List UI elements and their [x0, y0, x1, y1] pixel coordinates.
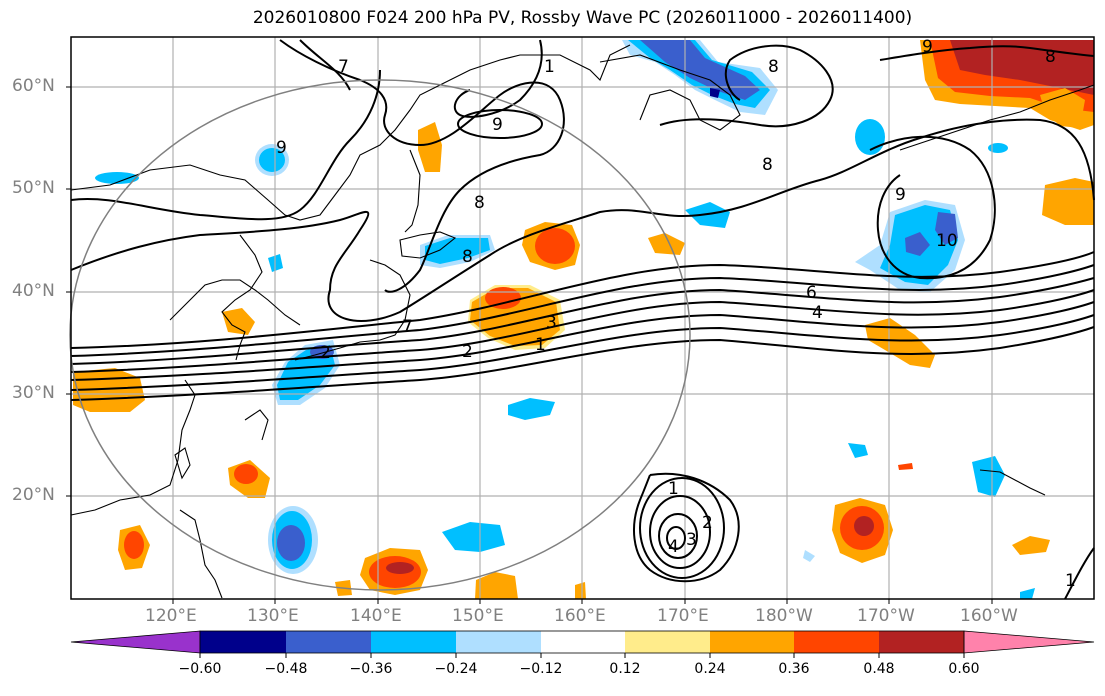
region-circle — [69, 79, 691, 591]
colorbar-segment — [794, 631, 879, 653]
colorbar-tick-label: −0.36 — [349, 661, 393, 677]
colorbar-tick-label: −0.24 — [434, 661, 478, 677]
colorbar-extend-low — [70, 630, 201, 654]
colorbar-segment — [625, 631, 710, 653]
contour-label-group: 7 1 9 8 9 8 8 9 8 8 6 4 7 3 2 1 2 9 10 1… — [276, 37, 1076, 591]
lon-label: 170°W — [857, 606, 915, 626]
contour-label: 4 — [668, 537, 679, 557]
pv-contours — [70, 39, 1095, 600]
contour-label: 9 — [922, 37, 933, 57]
contour-label: 8 — [1045, 47, 1056, 67]
negative-anomaly-shading — [95, 40, 1035, 599]
lon-label: 160°W — [960, 606, 1018, 626]
chart-title: 2026010800 F024 200 hPa PV, Rossby Wave … — [252, 8, 913, 28]
colorbar-segment — [456, 631, 541, 653]
lon-label: 180°W — [755, 606, 813, 626]
lon-label: 120°E — [145, 606, 197, 626]
colorbar-segment — [541, 631, 625, 653]
contour-label: 9 — [895, 185, 906, 205]
coastlines — [70, 44, 1095, 599]
positive-anomaly-shading — [73, 40, 1094, 599]
contour-label: 8 — [474, 193, 485, 213]
lat-label: 50°N — [12, 178, 55, 198]
colorbar-extend-high — [963, 630, 1095, 654]
contour-label: 4 — [812, 303, 823, 323]
contour-label: 3 — [546, 313, 557, 333]
contour-label: 2 — [320, 343, 331, 363]
colorbar-tick-label: −0.48 — [264, 661, 308, 677]
colorbar-tick-label: −0.60 — [178, 661, 222, 677]
lon-label: 170°E — [657, 606, 709, 626]
contour-label: 9 — [492, 115, 503, 135]
lon-label: 150°E — [452, 606, 504, 626]
colorbar — [70, 630, 1095, 658]
contour-label: 1 — [544, 57, 555, 77]
colorbar-tick-label: 0.48 — [863, 661, 895, 677]
contour-label: 2 — [702, 513, 713, 533]
lon-label: 160°E — [554, 606, 606, 626]
colorbar-segment — [286, 631, 371, 653]
contour-label: 1 — [535, 335, 546, 355]
contour-label: 6 — [806, 283, 817, 303]
colorbar-segment — [200, 631, 286, 653]
lon-ticks — [172, 599, 993, 604]
colorbar-tick-label: −0.12 — [519, 661, 563, 677]
colorbar-tick-label: 0.36 — [778, 661, 810, 677]
colorbar-segment — [879, 631, 964, 653]
lat-label: 40°N — [12, 281, 55, 301]
lon-label: 130°E — [247, 606, 299, 626]
colorbar-tick-label: 0.60 — [948, 661, 980, 677]
contour-label: 7 — [338, 57, 349, 77]
contour-label: 7 — [402, 317, 413, 337]
lat-label: 30°N — [12, 383, 55, 403]
contour-label: 8 — [462, 247, 473, 267]
contour-label: 8 — [768, 57, 779, 77]
colorbar-tick-label: 0.24 — [694, 661, 726, 677]
lat-label: 60°N — [12, 76, 55, 96]
lat-ticks — [66, 86, 71, 497]
lon-label: 140°E — [350, 606, 402, 626]
contour-label: 3 — [686, 530, 697, 550]
lat-lon-grid — [71, 37, 1094, 599]
contour-label: 10 — [936, 231, 958, 251]
contour-label: 8 — [762, 155, 773, 175]
contour-label: 9 — [276, 138, 287, 158]
contour-label: 1 — [668, 479, 679, 499]
colorbar-segment — [371, 631, 456, 653]
contour-label: 2 — [462, 342, 473, 362]
colorbar-tick-label: 0.12 — [609, 661, 641, 677]
colorbar-segment — [710, 631, 794, 653]
contour-label: 1 — [1065, 571, 1076, 591]
lat-label: 20°N — [12, 485, 55, 505]
